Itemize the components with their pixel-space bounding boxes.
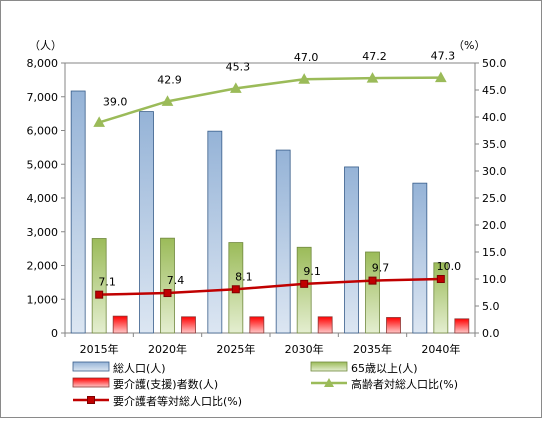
x-tick-label: 2025年 — [216, 342, 255, 356]
care-ratio-point — [95, 290, 104, 299]
elderly-ratio-point — [298, 73, 311, 84]
care-ratio-label: 9.1 — [303, 265, 321, 278]
care-ratio-label: 7.4 — [167, 274, 185, 287]
right-tick-label: 5.0 — [482, 300, 500, 313]
bar-total — [70, 90, 86, 334]
x-tick-label: 2020年 — [148, 342, 187, 356]
bars — [70, 90, 470, 334]
left-tick-label: 1,000 — [27, 293, 59, 306]
legend-label: 要介護者等対総人口比(%) — [113, 394, 242, 408]
care-ratio-label: 7.1 — [98, 276, 116, 289]
axes: 0 1,000 2,000 3,000 4,000 5,000 6,000 7,000 8,00… — [27, 57, 507, 356]
elderly-ratio-label: 47.2 — [362, 50, 387, 63]
elderly-ratio-line — [98, 76, 441, 124]
right-tick-label: 20.0 — [482, 219, 507, 232]
elderly-ratio-point — [161, 95, 174, 106]
data-labels: 39.0 42.9 45.3 47.0 47.2 47.3 7.1 7.4 8.1 9.1 9.7 1… — [98, 50, 461, 289]
right-tick-label: 0.0 — [482, 327, 500, 340]
bar-total — [207, 130, 223, 334]
legend-marker-square — [87, 396, 95, 404]
right-tick-label: 35.0 — [482, 138, 507, 151]
care-ratio-label: 10.0 — [437, 260, 462, 273]
left-tick-label: 3,000 — [27, 226, 59, 239]
legend-label: 65歳以上(人) — [351, 362, 418, 375]
bar-total — [139, 111, 154, 334]
elderly-ratio-point — [229, 82, 242, 93]
bar-care — [454, 318, 470, 334]
left-tick-label: 0 — [51, 327, 58, 340]
elderly-ratio-point — [434, 71, 447, 83]
bar-care — [249, 316, 265, 334]
left-tick-label: 7,000 — [27, 91, 59, 104]
right-tick-label: 40.0 — [482, 111, 507, 124]
bar-care — [112, 315, 128, 334]
elderly-ratio-label: 45.3 — [226, 60, 251, 73]
elderly-ratio-point — [93, 116, 106, 127]
left-tick-label: 6,000 — [27, 125, 59, 138]
legend-swatch-bar-red — [72, 377, 110, 388]
left-tick-label: 8,000 — [27, 57, 59, 70]
care-ratio-point — [368, 276, 377, 285]
x-tick-label: 2015年 — [80, 342, 119, 356]
care-ratio-label: 9.7 — [372, 262, 390, 275]
elderly-ratio-label: 47.3 — [431, 50, 456, 63]
bar-elderly — [433, 262, 449, 334]
left-tick-label: 2,000 — [27, 260, 59, 273]
care-ratio-point — [163, 289, 172, 298]
care-ratio-point — [300, 279, 309, 288]
care-ratio-point — [436, 275, 445, 283]
x-tick-label: 2035年 — [353, 342, 392, 356]
left-axis-unit: （人） — [29, 39, 62, 52]
bar-care — [181, 316, 196, 334]
legend-marker-triangle — [324, 378, 334, 387]
right-tick-label: 25.0 — [482, 192, 507, 205]
bar-elderly — [296, 246, 312, 334]
care-ratio-label: 8.1 — [235, 270, 253, 283]
bar-care — [386, 317, 401, 334]
care-ratio-line — [99, 277, 441, 296]
bar-total — [412, 182, 428, 334]
bar-total — [275, 149, 291, 334]
elderly-ratio-point — [366, 72, 379, 83]
elderly-ratio-label: 39.0 — [103, 95, 128, 108]
right-tick-label: 30.0 — [482, 165, 507, 178]
right-tick-label: 15.0 — [482, 246, 507, 259]
care-ratio-point — [231, 285, 240, 294]
legend-label: 要介護(支援)者数(人) — [113, 377, 218, 391]
left-tick-label: 4,000 — [27, 192, 59, 205]
x-tick-label: 2030年 — [285, 342, 324, 356]
legend-swatch-bar-green — [310, 361, 348, 372]
bar-elderly — [160, 237, 175, 334]
x-tick-label: 2040年 — [421, 342, 460, 356]
right-tick-label: 10.0 — [482, 273, 507, 286]
bar-total — [344, 166, 359, 334]
bar-elderly — [365, 251, 380, 334]
lines — [93, 71, 447, 299]
elderly-ratio-label: 42.9 — [157, 73, 182, 86]
legend-swatch-bar-blue — [72, 361, 110, 372]
legend-label: 高齢者対総人口比(%) — [351, 377, 458, 391]
bar-elderly — [91, 238, 107, 334]
bar-care — [317, 316, 333, 334]
right-tick-label: 50.0 — [482, 57, 507, 70]
left-tick-label: 5,000 — [27, 158, 59, 171]
legend: 総人口(人) 65歳以上(人) 要介護(支援)者数(人) 高齢者対総人口比(%) 要介護… — [72, 361, 458, 408]
right-tick-label: 45.0 — [482, 84, 507, 97]
legend-label: 総人口(人) — [113, 361, 166, 375]
elderly-ratio-label: 47.0 — [294, 51, 319, 64]
right-axis-unit: （%） — [453, 39, 485, 52]
